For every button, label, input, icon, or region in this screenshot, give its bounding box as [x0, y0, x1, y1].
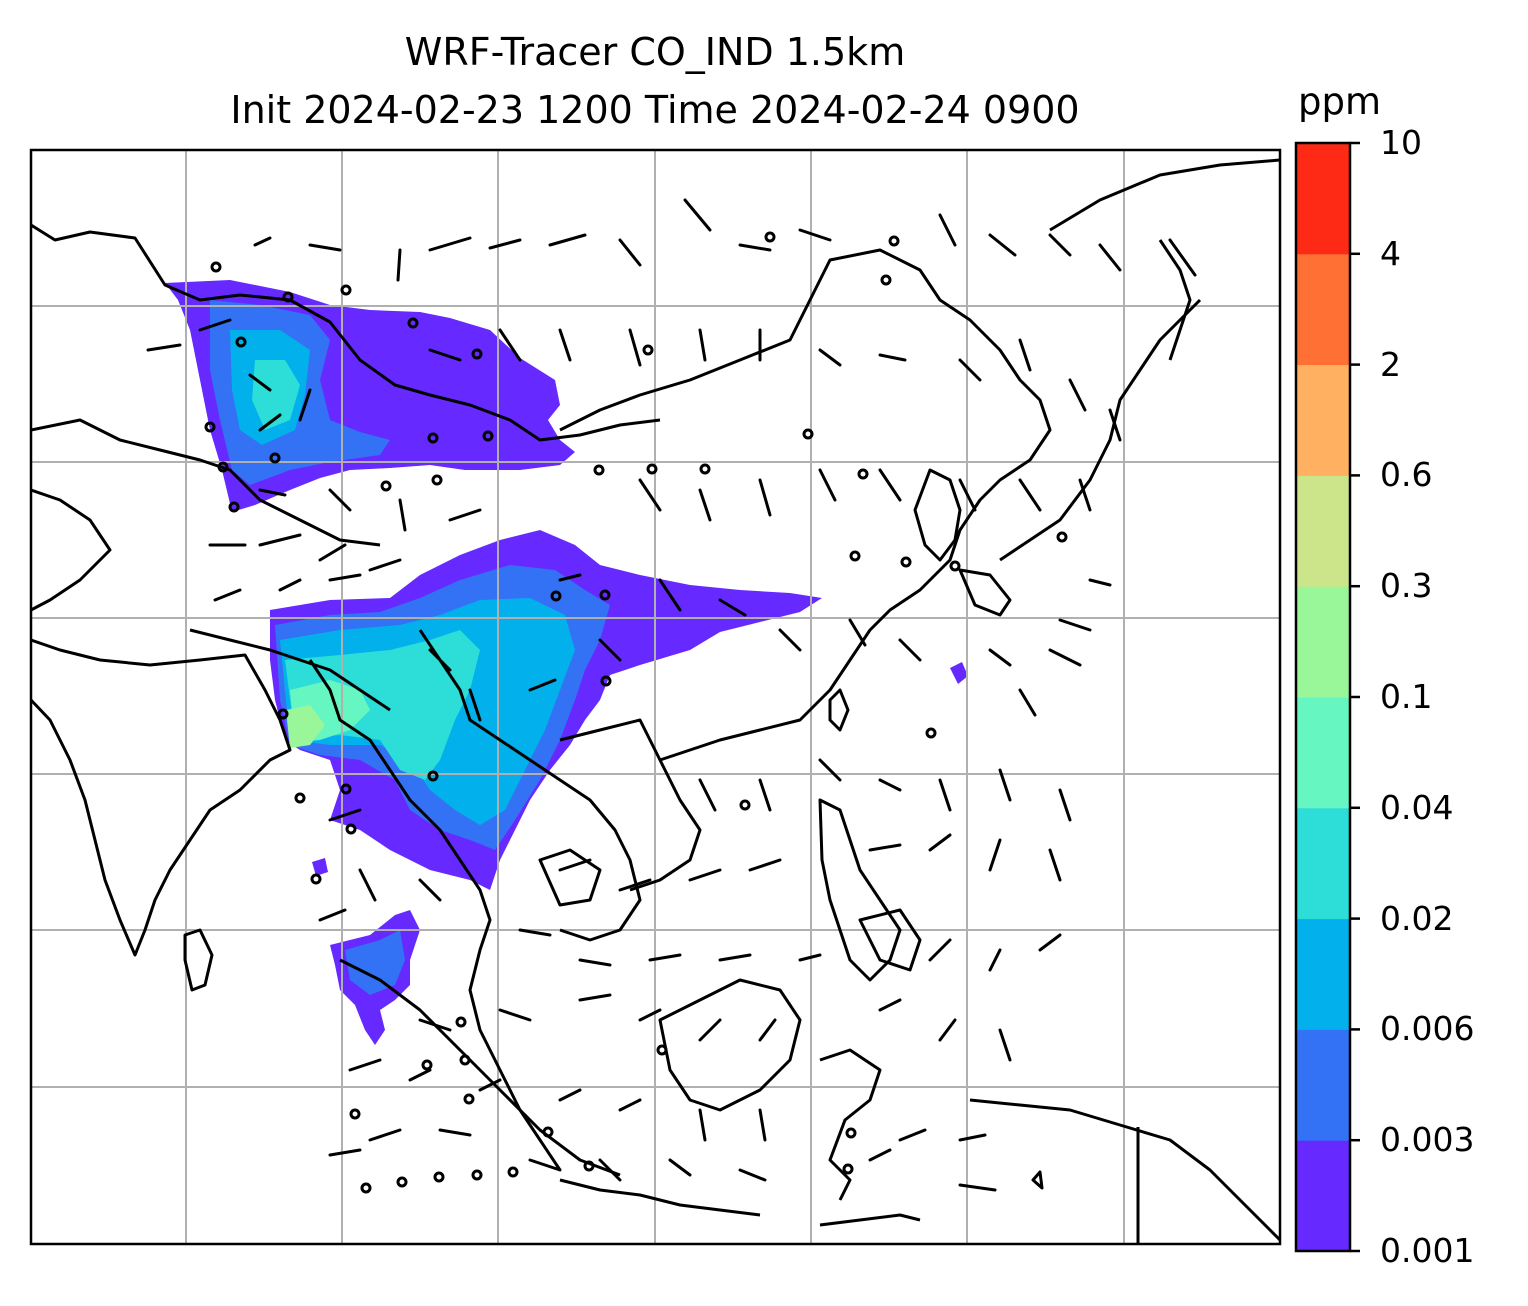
chart-title-line-1: WRF-Tracer CO_IND 1.5km [404, 30, 906, 74]
colorbar-segment [1296, 253, 1350, 366]
graticule [31, 150, 1280, 1244]
colorbar-segment [1296, 586, 1350, 698]
wind-barbs [146, 198, 1197, 1192]
colorbar-segment [1296, 807, 1350, 920]
tracer-plume-small-west [312, 858, 328, 876]
chart-title-line-2: Init 2024-02-23 1200 Time 2024-02-24 090… [230, 88, 1080, 132]
colorbar-tick-label: 0.003 [1380, 1120, 1475, 1160]
colorbar-tick-label: 4 [1380, 233, 1401, 273]
map-frame [29, 148, 1282, 1246]
calm-wind-markers [204, 231, 1068, 1194]
colorbar-segment [1296, 1140, 1350, 1252]
colorbar-tick-label: 0.6 [1380, 455, 1433, 495]
colorbar-segment [1296, 143, 1350, 255]
colorbar-tick-label: 0.04 [1380, 787, 1454, 827]
tracer-plume-northwest-peak [252, 360, 300, 430]
colorbar-tick-label: 0.006 [1380, 1009, 1475, 1049]
colorbar-segment [1296, 1029, 1350, 1141]
colorbar-tick-label: 0.1 [1380, 677, 1433, 716]
colorbar-segment [1296, 918, 1350, 1030]
colorbar-tick-label: 0.001 [1380, 1231, 1475, 1270]
colorbar-tick-label: 0.3 [1380, 566, 1433, 606]
coastlines [31, 158, 1280, 1244]
colorbar [1294, 141, 1360, 1253]
colorbar-tick-label: 0.02 [1380, 898, 1454, 938]
tracer-plume-south-core [345, 930, 405, 995]
tracer-plume-central-max [286, 705, 325, 748]
tracer-plume-small-east [950, 662, 968, 684]
colorbar-tick-label: 2 [1380, 344, 1401, 384]
colorbar-segment [1296, 364, 1350, 476]
colorbar-segment [1296, 697, 1350, 809]
colorbar-segment [1296, 475, 1350, 587]
colorbar-tick-label: 10 [1380, 123, 1422, 162]
map-panel [31, 150, 1280, 1244]
tracer-field [165, 280, 968, 1045]
colorbar-unit-label: ppm [1298, 80, 1382, 123]
